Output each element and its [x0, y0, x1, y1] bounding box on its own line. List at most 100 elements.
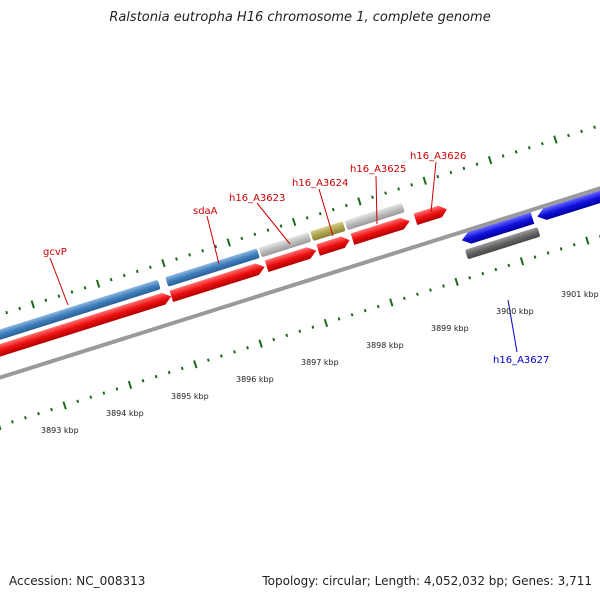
upper-minor-tick: [5, 310, 9, 315]
upper-minor-tick: [514, 150, 518, 154]
genome-summary-text: Topology: circular; Length: 4,052,032 bp…: [262, 574, 592, 588]
cds-arrow-gcvP[interactable]: [0, 291, 173, 361]
gene-bar-h16-A3623[interactable]: [259, 232, 312, 257]
lower-major-tick: [127, 380, 133, 389]
cds-arrow-h16-A3623[interactable]: [264, 245, 318, 272]
cds-arrow-next-reverse[interactable]: [535, 185, 600, 222]
upper-minor-tick: [567, 133, 570, 138]
lower-major-tick: [389, 298, 394, 307]
lower-minor-tick: [533, 255, 537, 259]
scale-label: 3899 kbp: [431, 324, 469, 333]
forward-gene-labels: [49, 161, 437, 306]
lower-minor-tick: [442, 284, 445, 288]
scale-label: 3894 kbp: [106, 409, 144, 418]
lower-minor-tick: [376, 304, 380, 309]
cds-arrow-h16-A3624[interactable]: [316, 234, 351, 256]
lower-minor-tick: [494, 267, 498, 272]
lower-minor-tick: [233, 350, 236, 354]
gene-label-h16-A3623[interactable]: h16_A3623: [229, 193, 285, 204]
gene-label-h16-A3624[interactable]: h16_A3624: [292, 178, 348, 189]
lower-minor-tick: [559, 247, 563, 251]
upper-minor-tick: [135, 269, 139, 274]
upper-minor-tick: [201, 249, 205, 253]
gene-bar-gcvP[interactable]: [0, 280, 161, 345]
gene-bar-h16-A3624[interactable]: [310, 221, 346, 241]
lower-minor-tick: [10, 420, 14, 424]
upper-minor-tick: [122, 273, 126, 278]
lower-minor-tick: [167, 370, 171, 375]
lower-minor-tick: [298, 329, 302, 334]
upper-minor-tick: [397, 187, 401, 191]
upper-minor-tick: [188, 253, 191, 257]
upper-major-tick: [487, 156, 493, 165]
lower-minor-tick: [115, 387, 119, 391]
lower-minor-tick: [102, 391, 106, 395]
lower-minor-tick: [37, 411, 40, 416]
upper-minor-tick: [18, 306, 22, 311]
upper-minor-tick: [384, 191, 387, 195]
upper-minor-tick: [305, 216, 309, 220]
upper-minor-tick: [580, 129, 583, 134]
lower-minor-tick: [468, 275, 472, 280]
upper-major-tick: [95, 279, 101, 288]
upper-minor-tick: [266, 228, 270, 232]
gene-label-h16-A3625[interactable]: h16_A3625: [350, 164, 406, 175]
lower-minor-tick: [507, 263, 511, 268]
lower-minor-tick: [311, 325, 315, 329]
upper-minor-tick: [331, 207, 335, 212]
gene-bar-h16-A3625[interactable]: [345, 203, 405, 231]
upper-minor-tick: [175, 257, 178, 261]
scale-label: 3895 kbp: [171, 392, 209, 401]
lower-minor-tick: [546, 251, 550, 255]
lower-minor-tick: [76, 399, 80, 404]
gene-bar-sdaA[interactable]: [165, 248, 260, 287]
lower-minor-tick: [272, 337, 276, 342]
gene-label-h16-A3627[interactable]: h16_A3627: [493, 355, 549, 366]
upper-minor-tick: [527, 146, 531, 150]
scale-label: 3898 kbp: [366, 341, 404, 350]
gene-label-h16-A3626[interactable]: h16_A3626: [410, 151, 466, 162]
upper-tick-row: [5, 125, 597, 315]
gene-bar-h16-A3627[interactable]: [465, 227, 540, 259]
reverse-label-leader: [507, 299, 518, 353]
upper-minor-tick: [344, 203, 348, 208]
lower-minor-tick: [285, 333, 289, 338]
upper-major-tick: [226, 238, 231, 247]
upper-major-tick: [161, 259, 166, 268]
map-title: Ralstonia eutropha H16 chromosome 1, com…: [109, 10, 491, 25]
scale-label: 3901 kbp: [561, 290, 599, 299]
gene-label-sdaA[interactable]: sdaA: [193, 206, 218, 217]
cds-arrow-h16-A3626[interactable]: [413, 204, 449, 226]
lower-minor-tick: [50, 407, 53, 412]
cds-arrow-h16-A3627[interactable]: [460, 212, 535, 246]
upper-major-tick: [291, 217, 297, 227]
lower-minor-tick: [416, 292, 419, 296]
accession-text: Accession: NC_008313: [9, 574, 146, 588]
lower-minor-tick: [89, 395, 93, 399]
cds-arrow-sdaA[interactable]: [169, 261, 266, 303]
cds-arrow-h16-A3625[interactable]: [350, 215, 412, 245]
lower-major-tick: [323, 318, 329, 328]
lower-minor-tick: [24, 416, 27, 420]
scale-label: 3896 kbp: [236, 375, 274, 384]
gene-label-gcvP[interactable]: gcvP: [43, 247, 67, 258]
scale-label: 3893 kbp: [41, 426, 79, 435]
upper-minor-tick: [253, 232, 257, 237]
lower-minor-tick: [337, 317, 341, 321]
lower-minor-tick: [220, 354, 223, 358]
upper-minor-tick: [449, 170, 453, 175]
lower-minor-tick: [363, 308, 367, 313]
lower-minor-tick: [481, 271, 485, 276]
upper-minor-tick: [475, 162, 479, 166]
lower-major-tick: [519, 257, 525, 266]
lower-major-tick: [454, 277, 459, 286]
upper-minor-tick: [57, 294, 61, 298]
upper-minor-tick: [44, 298, 48, 302]
upper-minor-tick: [593, 125, 597, 129]
upper-major-tick: [30, 300, 35, 309]
upper-minor-tick: [240, 236, 244, 241]
lower-minor-tick: [141, 378, 145, 383]
upper-minor-tick: [279, 224, 283, 228]
